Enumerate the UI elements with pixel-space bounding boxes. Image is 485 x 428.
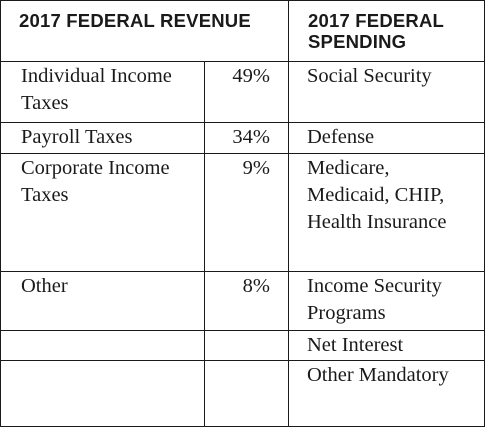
spending-category-cell: Net Interest bbox=[288, 330, 485, 361]
table-row: Payroll Taxes 34% Defense bbox=[0, 122, 485, 154]
spending-category-cell: Social Security bbox=[288, 61, 485, 123]
table-row: Individual Income Taxes 49% Social Secur… bbox=[0, 61, 485, 123]
revenue-percent-cell: 49% bbox=[204, 61, 289, 123]
revenue-source-cell: Corporate Income Taxes bbox=[0, 153, 205, 272]
revenue-source-cell: Payroll Taxes bbox=[0, 122, 205, 154]
revenue-source-cell: Individual Income Taxes bbox=[0, 61, 205, 123]
revenue-percent-cell: 34% bbox=[204, 122, 289, 154]
revenue-source-cell: Other bbox=[0, 271, 205, 331]
table-row: Other Mandatory bbox=[0, 360, 485, 427]
spending-header: 2017 FEDERAL SPENDING bbox=[288, 0, 485, 62]
revenue-percent-cell bbox=[204, 330, 289, 361]
revenue-source-cell bbox=[0, 360, 205, 427]
spending-category-cell: Medicare, Medicaid, CHIP, Health Insuran… bbox=[288, 153, 485, 272]
revenue-percent-cell: 8% bbox=[204, 271, 289, 331]
revenue-source-cell bbox=[0, 330, 205, 361]
table-row: Net Interest bbox=[0, 330, 485, 361]
table-header-row: 2017 FEDERAL REVENUE 2017 FEDERAL SPENDI… bbox=[0, 0, 485, 62]
revenue-percent-cell bbox=[204, 360, 289, 427]
spending-category-cell: Income Security Programs bbox=[288, 271, 485, 331]
table-row: Corporate Income Taxes 9% Medicare, Medi… bbox=[0, 153, 485, 272]
spending-category-cell: Defense bbox=[288, 122, 485, 154]
revenue-header: 2017 FEDERAL REVENUE bbox=[0, 0, 289, 62]
spending-category-cell: Other Mandatory bbox=[288, 360, 485, 427]
table-row: Other 8% Income Security Programs bbox=[0, 271, 485, 331]
revenue-percent-cell: 9% bbox=[204, 153, 289, 272]
